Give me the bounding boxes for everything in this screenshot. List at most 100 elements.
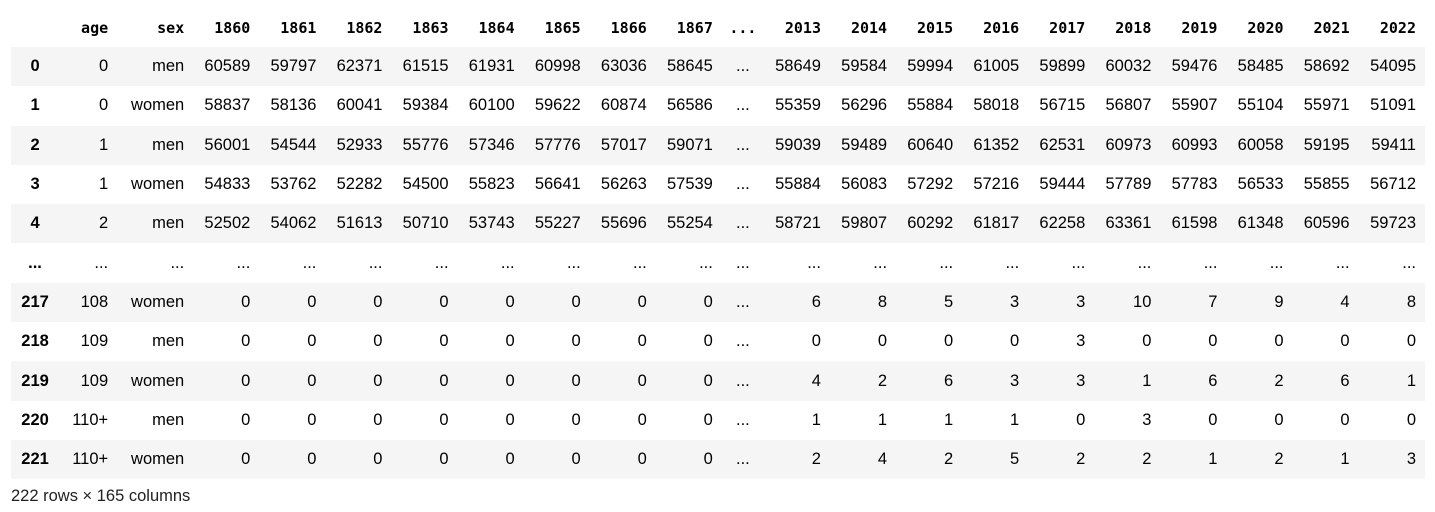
table-cell: 2: [877, 371, 888, 390]
table-cell: 0: [505, 332, 515, 351]
table-cell: 0: [1274, 410, 1284, 429]
table-cell: 0: [1274, 332, 1284, 351]
column-header: sex: [157, 19, 185, 37]
table-cell: 0: [571, 292, 581, 311]
table-cell: 57539: [666, 175, 713, 194]
table-cell: 3: [1010, 371, 1020, 390]
table-cell: ...: [1005, 253, 1020, 272]
table-cell: 55776: [402, 135, 449, 154]
row-index: 221: [21, 450, 49, 469]
table-cell: ...: [1137, 253, 1152, 272]
table-cell: 56807: [1105, 96, 1152, 115]
table-cell: ...: [170, 253, 185, 272]
table-cell: 0: [307, 292, 317, 311]
table-row: 220 110+ men 0 0 0 0 0 0 0 0... 1 1 1 1 0 3 0 0 0 0: [11, 400, 1425, 440]
table-cell: men: [152, 214, 185, 233]
header-row: age sex 1860 1861 1862 1863 1864 1865 1866 1867..…: [11, 9, 1425, 47]
table-cell: 58136: [270, 96, 317, 115]
table-cell: 4: [1340, 292, 1350, 311]
table-cell: 61005: [973, 57, 1020, 76]
table-cell: 60998: [534, 57, 581, 76]
table-cell: ...: [736, 96, 750, 115]
table-cell: ...: [736, 57, 750, 76]
table-cell: ...: [236, 253, 251, 272]
table-cell: 0: [703, 450, 713, 469]
table-cell: 3: [1142, 410, 1152, 429]
table-cell: 2: [98, 214, 109, 233]
table-cell: 1: [1208, 450, 1218, 469]
table-cell: 0: [307, 332, 317, 351]
table-cell: 1: [1340, 450, 1350, 469]
table-cell: 59411: [1371, 135, 1416, 154]
table-cell: 1: [98, 175, 109, 194]
table-cell: 59994: [907, 57, 954, 76]
table-cell: 108: [80, 292, 109, 311]
table-cell: 0: [241, 371, 251, 390]
table-cell: 58692: [1303, 57, 1350, 76]
table-cell: ...: [500, 253, 515, 272]
table-cell: 59489: [841, 135, 888, 154]
table-row: 3 1 women 54833 53762 52282 54500 55823 56641 562…: [11, 164, 1425, 205]
table-cell: ...: [302, 253, 317, 272]
table-cell: 1: [98, 135, 109, 154]
column-header: 2013: [784, 19, 821, 37]
table-cell: ...: [434, 253, 449, 272]
table-cell: 57776: [534, 135, 581, 154]
table-cell: 0: [1340, 332, 1350, 351]
table-cell: 110+: [72, 450, 109, 469]
column-header: 2022: [1379, 19, 1416, 37]
table-cell: ...: [939, 253, 954, 272]
table-cell: 57292: [907, 175, 954, 194]
table-cell: 56641: [534, 175, 581, 194]
table-cell: 1: [877, 410, 888, 429]
table-cell: ...: [736, 135, 750, 154]
table-cell: 50710: [402, 214, 449, 233]
column-header: 1867: [676, 19, 713, 37]
table-cell: 0: [571, 371, 581, 390]
table-cell: 61817: [973, 214, 1020, 233]
table-cell: men: [152, 410, 185, 429]
table-cell: women: [131, 450, 185, 469]
table-cell: 0: [1076, 410, 1086, 429]
table-cell: 3: [1076, 292, 1086, 311]
table-cell: 2: [1076, 450, 1086, 469]
table-cell: 52933: [336, 135, 383, 154]
table-cell: 61598: [1171, 214, 1218, 233]
table-cell: 55884: [775, 175, 821, 194]
row-index: 219: [21, 371, 49, 390]
table-cell: 0: [703, 292, 713, 311]
table-cell: 0: [241, 292, 251, 311]
table-cell: 56533: [1237, 175, 1284, 194]
table-cell: 3: [1076, 332, 1086, 351]
column-header: 1861: [280, 19, 317, 37]
table-cell: 0: [439, 450, 449, 469]
table-cell: 8: [877, 292, 888, 311]
table-row: 218 109 men 0 0 0 0 0 0 0 0... 0 0 0 0 3 0 0 0 0 0: [11, 322, 1425, 362]
table-cell: 59039: [775, 135, 821, 154]
table-cell: 55696: [600, 214, 647, 233]
row-index: ...: [28, 253, 42, 272]
table-cell: 0: [98, 57, 109, 76]
table-cell: men: [152, 57, 185, 76]
table-cell: 0: [505, 371, 515, 390]
table-cell: 0: [373, 292, 383, 311]
table-row: 1 0 women 58837 58136 60041 59384 60100 59622 608…: [11, 86, 1425, 126]
table-cell: 57783: [1171, 175, 1218, 194]
table-cell: 6: [811, 292, 821, 311]
table-cell: 60041: [336, 96, 383, 115]
table-cell: 60100: [468, 96, 515, 115]
table-cell: 58649: [775, 57, 821, 76]
table-cell: women: [131, 371, 185, 390]
table-cell: 60993: [1171, 135, 1218, 154]
table-cell: 0: [439, 332, 449, 351]
table-cell: 2: [1142, 450, 1152, 469]
table-cell: 0: [373, 410, 383, 429]
table-cell: 62258: [1039, 214, 1086, 233]
table-cell: 0: [307, 450, 317, 469]
table-cell: 0: [637, 410, 647, 429]
table-cell: 58721: [775, 214, 821, 233]
table-cell: 61931: [468, 57, 515, 76]
table-cell: 51091: [1370, 96, 1416, 115]
table-cell: ...: [736, 450, 750, 469]
table-cell: 53762: [270, 175, 317, 194]
